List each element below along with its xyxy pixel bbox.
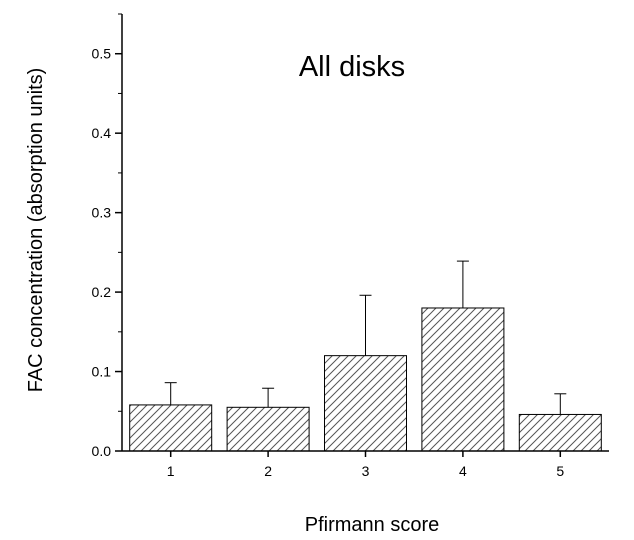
y-tick-label: 0.3 — [92, 205, 112, 221]
x-axis-title: Pfirmann score — [305, 514, 440, 536]
x-tick-label: 4 — [459, 463, 467, 479]
bar — [324, 355, 407, 452]
bar — [226, 406, 310, 452]
y-tick-label: 0.1 — [92, 364, 112, 380]
y-axis-title: FAC concentration (absorption units) — [25, 68, 47, 393]
bar — [421, 307, 505, 452]
x-tick-label: 2 — [264, 463, 272, 479]
plot-area: 1 2 3 4 5 0.0 0.1 0.2 0.3 0.4 0.5 — [92, 13, 609, 479]
y-tick-label: 0.5 — [92, 46, 112, 62]
x-tick-label: 1 — [167, 463, 175, 479]
chart-title: All disks — [299, 51, 405, 83]
y-tick-label: 0.4 — [92, 125, 112, 141]
y-tick-label: 0.2 — [92, 284, 112, 300]
x-tick-label: 5 — [556, 463, 564, 479]
bar — [518, 413, 602, 452]
x-tick-label: 3 — [362, 463, 370, 479]
y-tick-label: 0.0 — [92, 443, 112, 459]
bar — [129, 404, 213, 452]
